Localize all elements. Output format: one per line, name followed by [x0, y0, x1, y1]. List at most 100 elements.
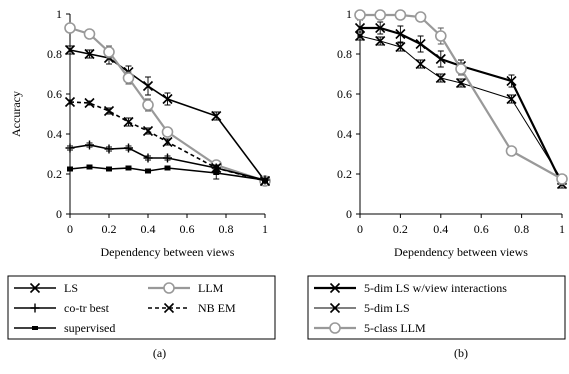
x-tick-label: 0.8	[514, 222, 529, 236]
legend-label: supervised	[64, 321, 115, 335]
legend-marker	[32, 326, 38, 330]
data-point	[123, 116, 134, 128]
data-point	[435, 53, 446, 65]
data-point	[103, 46, 115, 58]
panel-b: 0 0.2 0.4 0.6 0.8 1 0 0.2 0.4 0.6 0.8 1 Dependency b…	[307, 7, 568, 360]
x-tick-label: 1	[262, 222, 268, 236]
series-line	[69, 101, 266, 182]
data-point	[506, 75, 517, 87]
data-point	[556, 173, 568, 185]
legend-label: NB EM	[198, 301, 236, 315]
series-LS	[64, 44, 271, 187]
x-tick-label: 0.6	[474, 222, 489, 236]
y-tick-label: 0	[56, 207, 62, 221]
data-point	[162, 93, 173, 105]
series-line	[360, 26, 563, 185]
series-supervised	[67, 164, 268, 183]
legend-marker	[329, 322, 341, 334]
data-point	[124, 143, 133, 153]
data-point	[106, 167, 112, 171]
x-tick-label: 0	[357, 222, 363, 236]
x-tick-label: 1	[559, 222, 565, 236]
legend-marker	[163, 302, 175, 314]
data-point	[395, 41, 406, 53]
data-point	[415, 58, 426, 70]
data-point	[125, 166, 132, 170]
data-point	[375, 35, 386, 47]
x-tick-label: 0.8	[219, 222, 234, 236]
series-line	[359, 35, 563, 181]
data-point	[85, 140, 94, 150]
data-point	[163, 153, 172, 163]
data-point	[161, 126, 174, 138]
data-point	[83, 28, 96, 40]
y-tick-label: 0.8	[47, 47, 62, 61]
data-point	[143, 153, 153, 163]
y-axis-label: Accuracy	[9, 91, 23, 137]
data-point	[104, 144, 114, 154]
series-line	[69, 166, 266, 181]
panel-a: 0 0.2 0.4 0.6 0.8 1 0 0.2 0.4 0.6 0.8 1 Dependency b…	[7, 7, 276, 360]
legend-marker	[329, 282, 341, 294]
y-tick-label: 1	[56, 7, 62, 21]
data-point	[64, 22, 76, 34]
data-point	[434, 30, 447, 42]
y-tick-label: 0.4	[337, 127, 352, 141]
legend-label: LS	[64, 281, 78, 295]
y-tick-label: 0	[346, 207, 352, 221]
data-point	[142, 80, 154, 92]
data-point	[374, 9, 387, 21]
data-point	[67, 167, 73, 171]
panel-label: (b)	[454, 346, 468, 360]
data-point	[506, 93, 517, 105]
x-tick-label: 0.4	[433, 222, 448, 236]
y-tick-label: 0.2	[47, 167, 62, 181]
legend-label: 5-dim LS w/view interactions	[364, 281, 507, 295]
x-axis-label: Dependency between views	[394, 245, 528, 259]
series-5-dim LS	[354, 30, 568, 186]
panel-label: (a)	[153, 346, 166, 360]
data-point	[415, 38, 426, 50]
y-tick-label: 1	[346, 7, 352, 21]
y-tick-label: 0.2	[337, 167, 352, 181]
x-tick-label: 0.4	[141, 222, 156, 236]
data-point	[435, 72, 446, 84]
data-point	[414, 11, 427, 23]
data-point	[211, 110, 222, 122]
data-point	[84, 97, 95, 109]
x-tick-label: 0	[67, 222, 73, 236]
data-point	[213, 171, 220, 175]
data-point	[145, 169, 151, 173]
series-line	[360, 13, 563, 180]
legend-label: co-tr best	[64, 301, 110, 315]
data-point	[455, 63, 467, 75]
series-line	[69, 49, 266, 182]
legend-marker	[163, 282, 175, 294]
legend-marker	[329, 302, 341, 314]
data-point	[375, 22, 386, 34]
x-tick-label: 0.2	[102, 222, 117, 236]
data-point	[162, 136, 173, 148]
data-point	[64, 44, 76, 56]
y-tick-label: 0.4	[47, 127, 62, 141]
series-5-class LLM	[354, 9, 568, 185]
data-point	[164, 166, 171, 170]
data-point	[505, 145, 518, 157]
data-point	[142, 99, 154, 111]
x-tick-label: 0.6	[180, 222, 195, 236]
data-point	[354, 22, 366, 34]
legend-marker	[29, 282, 41, 294]
legend-label: 5-dim LS	[364, 301, 410, 315]
data-point	[103, 105, 115, 117]
data-point	[262, 178, 268, 182]
data-point	[354, 9, 366, 21]
data-point	[64, 96, 76, 108]
legend: 5-dim LS w/view interactions 5-dim LS 5-cl…	[307, 275, 566, 340]
legend-label: 5-class LLM	[364, 321, 426, 335]
y-tick-label: 0.8	[337, 47, 352, 61]
y-tick-label: 0.6	[47, 87, 62, 101]
legend-label: LLM	[198, 281, 224, 295]
data-point	[65, 143, 75, 153]
